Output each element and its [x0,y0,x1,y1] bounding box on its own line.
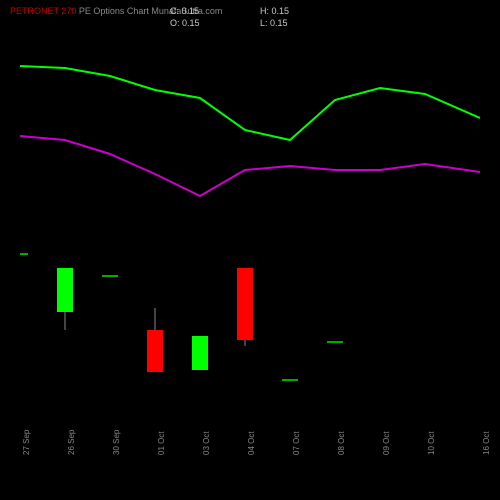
x-axis-label: 27 Sep [22,430,31,455]
x-axis-label: 30 Sep [112,430,121,455]
x-axis-label: 08 Oct [337,431,346,455]
ohlc-close: C: 0.15 [170,6,199,16]
symbol-name: PETRONET 270 [10,6,76,16]
ohlc-open: O: 0.15 [170,18,200,28]
chart-title-suffix: PE Options Chart MunafaSutra.com [76,6,222,16]
ohlc-high: H: 0.15 [260,6,289,16]
chart-container: PETRONET 270 PE Options Chart MunafaSutr… [0,0,500,500]
x-axis-label: 03 Oct [202,431,211,455]
x-axis-label: 07 Oct [292,431,301,455]
x-axis-label: 04 Oct [247,431,256,455]
chart-plot [20,40,480,410]
ohlc-low: L: 0.15 [260,18,288,28]
x-axis-label: 16 Oct [482,431,491,455]
x-axis-label: 26 Sep [67,430,76,455]
x-axis-label: 10 Oct [427,431,436,455]
x-axis-labels: 27 Sep 26 Sep 30 Sep 01 Oct 03 Oct 04 Oct 07 O… [20,415,480,475]
x-axis-label: 09 Oct [382,431,391,455]
chart-svg [20,40,480,410]
x-axis-label: 01 Oct [157,431,166,455]
